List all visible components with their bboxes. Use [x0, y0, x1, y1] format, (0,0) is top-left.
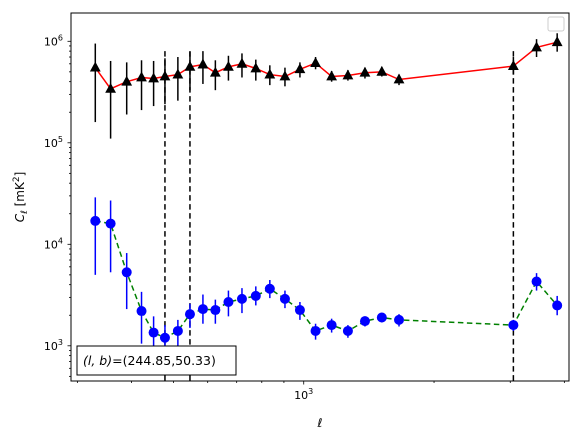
data-point: [394, 314, 405, 325]
data-point: [105, 82, 117, 93]
coordinates-annotation: (l, b)=(244.85,50.33): [76, 345, 237, 376]
y-axis-title: Cℓ [mK2]: [12, 172, 30, 223]
data-point: [310, 325, 321, 336]
data-point: [250, 62, 262, 73]
y-tick-label-base: 10: [44, 340, 58, 353]
data-point: [172, 68, 184, 79]
data-point: [551, 36, 563, 47]
y-axis-title-subscript: ℓ: [20, 210, 30, 215]
data-point: [326, 320, 337, 331]
y-tick-label-base: 10: [44, 238, 58, 251]
data-point: [236, 57, 248, 68]
data-point: [376, 65, 388, 76]
data-point: [531, 41, 542, 52]
y-axis-title-unit-exponent: 2: [12, 176, 22, 182]
data-point: [148, 327, 159, 338]
y-tick-label: 106: [44, 33, 63, 48]
data-point: [531, 276, 542, 287]
data-point: [89, 61, 101, 72]
data-point: [376, 312, 387, 323]
data-point: [294, 63, 306, 74]
data-point: [264, 68, 276, 79]
axes-frame: [70, 12, 570, 382]
data-point: [326, 70, 338, 81]
x-tick-label: 103: [294, 387, 313, 402]
legend-box: [547, 16, 565, 32]
data-point: [359, 316, 370, 327]
annotation-text: (l, b)=(244.85,50.33): [83, 353, 216, 368]
annotation-eq: =: [112, 353, 122, 368]
data-point: [121, 267, 132, 278]
data-point: [552, 300, 563, 311]
data-point: [197, 58, 209, 69]
x-axis-title: ℓ: [317, 416, 323, 430]
data-point: [121, 75, 133, 86]
data-point: [294, 305, 305, 316]
data-point: [310, 57, 321, 67]
data-point: [197, 304, 208, 315]
y-tick-label: 103: [44, 338, 63, 353]
legend: [547, 16, 565, 32]
data-point: [342, 69, 354, 80]
x-tick-label-exponent: 3: [308, 387, 313, 396]
data-point: [393, 73, 405, 84]
data-point: [184, 309, 195, 320]
data-point: [210, 305, 221, 316]
data-point: [250, 290, 261, 301]
x-tick-label-base: 10: [294, 389, 308, 402]
data-point: [342, 325, 353, 336]
data-point: [507, 60, 519, 70]
data-point: [90, 215, 101, 226]
annotation-coords: (244.85,50.33): [123, 353, 216, 368]
data-point: [236, 293, 247, 304]
data-point: [184, 60, 196, 71]
data-point: [264, 283, 275, 294]
data-point: [279, 293, 290, 304]
data-point: [508, 320, 519, 331]
data-point: [279, 70, 291, 81]
annotation-lb: (l, b): [83, 353, 112, 368]
data-point: [159, 70, 171, 81]
data-point: [223, 297, 234, 308]
plot-area: [89, 33, 563, 381]
data-point: [105, 218, 116, 229]
annotation-box: [76, 345, 237, 376]
data-point: [159, 332, 170, 343]
y-tick-label-exponent: 4: [58, 236, 63, 245]
y-tick-label: 105: [44, 135, 63, 150]
y-tick-label-exponent: 6: [58, 33, 63, 42]
y-axis-title-unit-close: ]: [13, 172, 27, 177]
data-point: [359, 66, 371, 77]
y-axis-title-unit: [mK: [13, 181, 27, 210]
y-axis-title-symbol: C: [13, 213, 27, 222]
data-point: [223, 60, 234, 71]
data-point: [172, 325, 183, 336]
data-point: [136, 71, 147, 82]
y-tick-label-base: 10: [44, 137, 58, 150]
data-point: [136, 306, 147, 317]
data-point: [209, 66, 221, 77]
y-tick-label-exponent: 3: [58, 338, 63, 347]
y-tick-label-exponent: 5: [58, 135, 63, 144]
data-point: [148, 72, 160, 83]
y-tick-label: 104: [44, 236, 63, 251]
y-tick-label-base: 10: [44, 35, 58, 48]
